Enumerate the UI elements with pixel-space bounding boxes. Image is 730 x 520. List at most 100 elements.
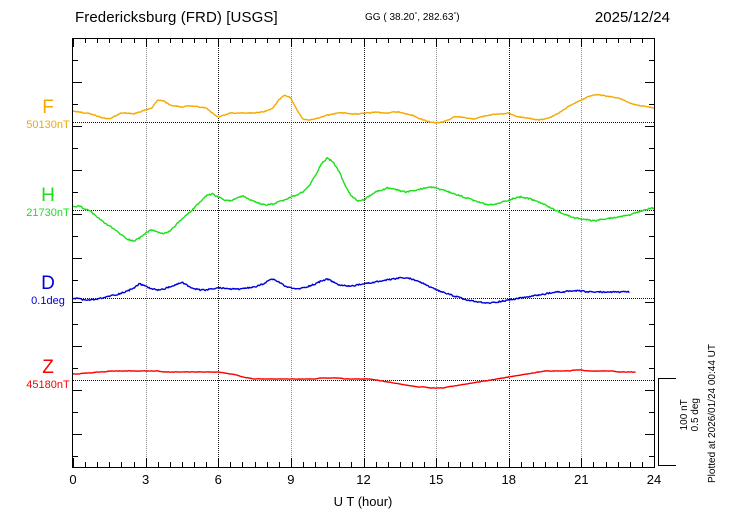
x-tick-top-11.5 (351, 38, 353, 43)
x-tick-top-2 (121, 38, 123, 43)
plot-frame (72, 38, 655, 468)
x-tick-top-12.5 (375, 38, 377, 43)
y-tick-left-6 (73, 170, 82, 171)
x-tick-top-5.5 (206, 38, 208, 43)
x-tick-top-18 (508, 38, 510, 47)
component-label-h: H 21730nT (26, 186, 69, 220)
x-tick-top-1.5 (109, 38, 111, 43)
x-tick-label-6: 6 (214, 472, 222, 487)
y-tick-right-17 (649, 412, 654, 413)
x-tick-bottom-13 (387, 462, 389, 467)
x-tick-top-11 (339, 38, 341, 43)
x-tick-bottom-2 (121, 462, 123, 467)
component-symbol-f: F (42, 97, 54, 118)
x-tick-bottom-14.5 (424, 462, 426, 467)
x-tick-top-8 (266, 38, 268, 43)
x-tick-label-9: 9 (287, 472, 295, 487)
x-tick-top-13.5 (399, 38, 401, 43)
y-tick-right-19 (649, 456, 654, 457)
x-tick-bottom-5.5 (206, 462, 208, 467)
y-tick-right-8 (645, 214, 654, 215)
x-tick-label-3: 3 (142, 472, 150, 487)
x-tick-top-0 (73, 38, 74, 47)
x-tick-top-9 (290, 38, 292, 47)
scale-bar-label-deg: 0.5 deg (690, 398, 701, 432)
component-label-z: Z 45180nT (26, 358, 69, 392)
x-tick-bottom-1.5 (109, 462, 111, 467)
degree-icon-2: ° (453, 12, 457, 19)
x-tick-label-18: 18 (501, 472, 516, 487)
x-tick-bottom-3.5 (157, 462, 159, 467)
y-tick-left-19 (73, 456, 78, 457)
trace-h (73, 156, 654, 243)
plotted-at-timestamp: Plotted at 2026/01/24 00:44 UT (707, 344, 718, 483)
component-baseline-f: 50130nT (26, 119, 70, 131)
y-tick-left-12 (73, 302, 82, 303)
component-symbol-z: Z (42, 357, 54, 378)
x-tick-top-8.5 (278, 38, 280, 43)
x-tick-bottom-24 (654, 458, 655, 467)
x-tick-bottom-22 (605, 462, 607, 467)
component-symbol-h: H (41, 185, 55, 206)
x-tick-bottom-16 (460, 462, 462, 467)
x-tick-top-4.5 (181, 38, 183, 43)
x-tick-bottom-17 (484, 462, 486, 467)
coords-mid: , 282.63 (417, 12, 454, 23)
y-tick-left-10 (73, 258, 82, 259)
scale-bar-label-nt: 100 nT (679, 399, 690, 431)
y-tick-left-8 (73, 214, 82, 215)
y-tick-left-14 (73, 346, 82, 347)
x-tick-top-23.5 (641, 38, 643, 43)
x-tick-top-10 (315, 38, 317, 43)
x-tick-bottom-0.5 (85, 462, 87, 467)
x-tick-top-15.5 (448, 38, 450, 43)
x-tick-bottom-21 (581, 458, 583, 467)
scale-bar-bottom-cap (658, 465, 676, 466)
x-tick-bottom-10.5 (327, 462, 329, 467)
x-tick-bottom-13.5 (399, 462, 401, 467)
x-tick-bottom-23.5 (641, 462, 643, 467)
y-tick-right-6 (645, 170, 654, 171)
trace-d (73, 276, 630, 305)
y-tick-left-18 (73, 434, 82, 435)
baseline-h (73, 210, 654, 211)
y-tick-left-1 (73, 60, 78, 61)
y-tick-left-2 (73, 82, 82, 83)
x-tick-bottom-7 (242, 462, 244, 467)
baseline-z (73, 380, 654, 381)
x-tick-bottom-9 (290, 458, 292, 467)
y-tick-right-15 (649, 368, 654, 369)
x-tick-label-12: 12 (356, 472, 371, 487)
y-tick-left-4 (73, 126, 82, 127)
y-tick-left-11 (73, 280, 78, 281)
gridline-hour-6 (218, 39, 220, 467)
y-tick-right-16 (645, 390, 654, 391)
trace-z (73, 369, 636, 389)
x-tick-bottom-12.5 (375, 462, 377, 467)
y-tick-right-9 (649, 236, 654, 237)
y-tick-left-15 (73, 368, 78, 369)
x-tick-top-20 (557, 38, 559, 43)
x-tick-top-15 (436, 38, 438, 47)
x-tick-top-5 (194, 38, 196, 43)
page-title: Fredericksburg (FRD) [USGS] (75, 9, 278, 26)
x-tick-bottom-14 (411, 462, 413, 467)
x-tick-bottom-19.5 (545, 462, 547, 467)
x-tick-bottom-4 (169, 462, 171, 467)
coords-suffix: ) (456, 12, 460, 23)
y-tick-right-13 (649, 324, 654, 325)
x-tick-bottom-3 (145, 458, 147, 467)
x-tick-top-24 (654, 38, 655, 47)
x-tick-top-23 (629, 38, 631, 43)
x-tick-top-19.5 (545, 38, 547, 43)
x-tick-top-7 (242, 38, 244, 43)
x-tick-top-18.5 (520, 38, 522, 43)
x-tick-top-16.5 (472, 38, 474, 43)
x-tick-top-19 (532, 38, 534, 43)
x-tick-top-22.5 (617, 38, 619, 43)
x-tick-label-0: 0 (69, 472, 77, 487)
x-tick-bottom-18.5 (520, 462, 522, 467)
x-tick-bottom-2.5 (133, 462, 135, 467)
trace-f (73, 93, 654, 124)
component-baseline-h: 21730nT (26, 207, 70, 219)
